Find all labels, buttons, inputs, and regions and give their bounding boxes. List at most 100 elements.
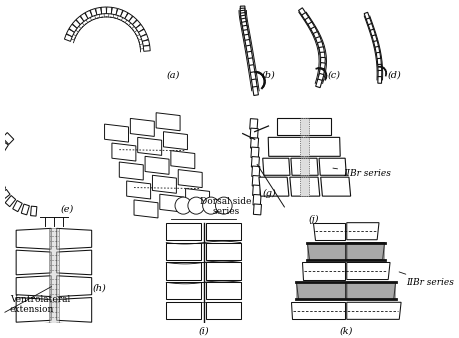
Polygon shape (152, 175, 176, 193)
Polygon shape (119, 162, 143, 180)
Bar (143, 46, 150, 51)
Circle shape (174, 197, 191, 214)
Bar (64, 34, 72, 41)
Bar (111, 7, 117, 15)
Text: IIBr series: IIBr series (332, 168, 390, 178)
Circle shape (215, 197, 232, 214)
Bar (129, 16, 137, 25)
Bar (296, 282, 395, 299)
Polygon shape (296, 282, 344, 299)
Bar (299, 177, 308, 196)
Bar (317, 42, 323, 50)
Polygon shape (346, 263, 389, 280)
Polygon shape (166, 302, 201, 319)
Text: Ventrolateral
extension: Ventrolateral extension (10, 295, 70, 314)
Polygon shape (166, 263, 201, 280)
Bar (120, 10, 128, 19)
Polygon shape (56, 228, 91, 249)
Bar (30, 206, 37, 216)
Bar (315, 79, 321, 88)
Text: (a): (a) (166, 71, 179, 80)
Polygon shape (301, 263, 344, 280)
Bar (364, 12, 369, 20)
Bar (318, 68, 324, 76)
Text: (f): (f) (178, 202, 189, 211)
Polygon shape (346, 282, 395, 299)
Polygon shape (134, 200, 157, 218)
Bar (138, 29, 146, 37)
Polygon shape (145, 156, 168, 174)
Bar (240, 15, 246, 24)
Bar (319, 63, 325, 71)
Bar (375, 52, 380, 59)
Polygon shape (170, 151, 195, 169)
Text: (c): (c) (327, 71, 340, 80)
Polygon shape (206, 243, 241, 260)
Bar (0, 158, 1, 166)
Bar (241, 18, 246, 27)
Polygon shape (112, 143, 135, 161)
Circle shape (202, 197, 219, 214)
Polygon shape (16, 276, 51, 297)
Bar (252, 194, 261, 206)
Polygon shape (258, 177, 288, 196)
Bar (142, 40, 149, 46)
Polygon shape (290, 158, 318, 175)
Polygon shape (159, 194, 183, 212)
Polygon shape (163, 132, 187, 150)
Bar (21, 204, 29, 215)
Bar (2, 132, 14, 144)
Bar (369, 29, 375, 37)
Text: (d): (d) (386, 71, 400, 80)
Polygon shape (290, 302, 344, 319)
Bar (101, 7, 106, 14)
Bar (249, 119, 257, 129)
Bar (80, 13, 88, 21)
Polygon shape (156, 113, 179, 131)
Bar (241, 21, 247, 31)
Polygon shape (268, 137, 303, 156)
Text: (g): (g) (263, 189, 276, 198)
Bar (90, 8, 97, 17)
Polygon shape (346, 243, 384, 260)
Polygon shape (206, 302, 241, 319)
Polygon shape (312, 223, 344, 240)
Bar (243, 34, 250, 44)
Text: (k): (k) (338, 327, 352, 336)
Bar (367, 24, 373, 31)
Bar (304, 17, 312, 26)
Polygon shape (56, 297, 91, 322)
Bar (252, 175, 260, 187)
Polygon shape (206, 282, 241, 299)
Polygon shape (166, 282, 201, 299)
Polygon shape (185, 189, 209, 207)
Polygon shape (16, 250, 51, 275)
Polygon shape (166, 243, 201, 260)
Bar (299, 137, 308, 156)
Bar (247, 58, 253, 67)
Bar (246, 51, 252, 61)
Bar (140, 34, 148, 42)
Bar (253, 204, 261, 215)
Bar (85, 10, 92, 19)
Circle shape (187, 197, 204, 214)
Bar (250, 128, 257, 139)
Bar (243, 29, 249, 39)
Bar (301, 13, 309, 21)
Bar (72, 20, 80, 28)
Bar (365, 18, 371, 25)
Polygon shape (56, 323, 91, 338)
Bar (13, 200, 22, 212)
Bar (377, 64, 381, 71)
Bar (116, 8, 123, 17)
Polygon shape (137, 137, 161, 155)
Bar (371, 35, 376, 42)
Bar (307, 22, 315, 31)
Polygon shape (319, 158, 346, 175)
Text: IIBr series: IIBr series (398, 272, 453, 287)
Bar (0, 189, 10, 200)
Bar (252, 86, 258, 96)
Bar (377, 70, 381, 77)
Bar (250, 72, 256, 81)
Bar (95, 7, 101, 15)
